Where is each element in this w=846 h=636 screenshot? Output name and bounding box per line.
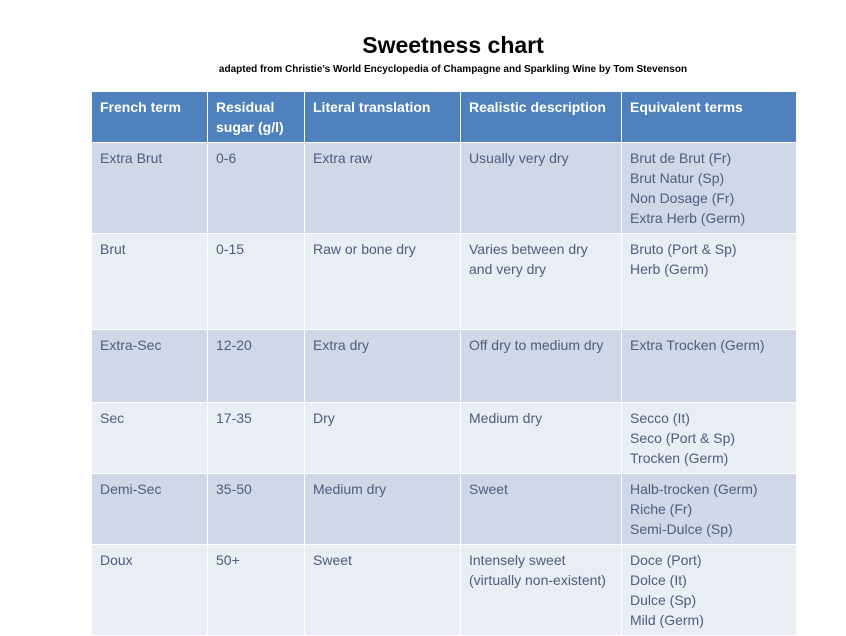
table-cell: Extra dry: [304, 329, 461, 403]
cell-line: Halb-trocken (Germ): [630, 481, 758, 497]
cell-line: Extra Trocken (Germ): [630, 337, 765, 353]
column-header: Literal translation: [304, 91, 461, 143]
table-cell: Usually very dry: [460, 142, 622, 234]
table-cell: Medium dry: [460, 402, 622, 474]
table-row: Demi-Sec 35-50 Medium dry Sweet Halb-trocken…: [91, 473, 797, 545]
table-cell: Sweet: [460, 473, 622, 545]
cell-line: Semi-Dulce (Sp): [630, 521, 733, 537]
table-cell: Extra raw: [304, 142, 461, 234]
column-header: French term: [91, 91, 208, 143]
sweetness-table: French term Residual sugar (g/l) Literal t…: [91, 91, 797, 636]
cell-line: Mild (Germ): [630, 612, 704, 628]
cell-line: Herb (Germ): [630, 261, 709, 277]
cell-line: Non Dosage (Fr): [630, 190, 735, 206]
table-row: Sec 17-35 Dry Medium dry Secco (It) Seco (Por…: [91, 402, 797, 474]
table-cell: Doux: [91, 544, 208, 636]
table-cell: Extra Trocken (Germ): [621, 329, 797, 403]
table-cell: Intensely sweet (virtually non-existent): [460, 544, 622, 636]
subtitle: adapted from Christie’s World Encycloped…: [218, 64, 688, 75]
table-cell: 17-35: [207, 402, 305, 474]
table-cell: Halb-trocken (Germ) Riche (Fr) Semi-Dulce …: [621, 473, 797, 545]
title: Sweetness chart: [362, 32, 544, 58]
header-row: French term Residual sugar (g/l) Literal t…: [91, 91, 797, 143]
table-row: Brut 0-15 Raw or bone dry Varies between dr…: [91, 233, 797, 330]
table-row: Doux 50+ Sweet Intensely sweet (virtually n…: [91, 544, 797, 636]
cell-line: Extra Herb (Germ): [630, 210, 746, 226]
table-cell: 0-15: [207, 233, 305, 330]
cell-line: Brut de Brut (Fr): [630, 150, 732, 166]
column-header: Equivalent terms: [621, 91, 797, 143]
table-cell: Extra Brut: [91, 142, 208, 234]
column-header: Residual sugar (g/l): [207, 91, 305, 143]
table-cell: 12-20: [207, 329, 305, 403]
cell-line: Brut Natur (Sp): [630, 170, 725, 186]
table-cell: Demi-Sec: [91, 473, 208, 545]
table-cell: Sweet: [304, 544, 461, 636]
table-cell: Varies between dry and very dry: [460, 233, 622, 330]
table-cell: Brut: [91, 233, 208, 330]
table-cell: Brut de Brut (Fr) Brut Natur (Sp) Non Dosa…: [621, 142, 797, 234]
table-cell: Extra-Sec: [91, 329, 208, 403]
table-cell: 35-50: [207, 473, 305, 545]
cell-line: Trocken (Germ): [630, 450, 729, 466]
cell-line: Bruto (Port & Sp): [630, 241, 737, 257]
table-row: Extra Brut 0-6 Extra raw Usually very dry Br…: [91, 142, 797, 234]
table-cell: Doce (Port) Dolce (It) Dulce (Sp) Mild (Ger…: [621, 544, 797, 636]
table-row: Extra-Sec 12-20 Extra dry Off dry to medium…: [91, 329, 797, 403]
cell-line: Dulce (Sp): [630, 592, 697, 608]
cell-line: Secco (It): [630, 410, 690, 426]
table-cell: 50+: [207, 544, 305, 636]
cell-line: Riche (Fr): [630, 501, 693, 517]
table-cell: Dry: [304, 402, 461, 474]
table-cell: Bruto (Port & Sp) Herb (Germ): [621, 233, 797, 330]
table-cell: 0-6: [207, 142, 305, 234]
column-header: Realistic description: [460, 91, 622, 143]
table-cell: Off dry to medium dry: [460, 329, 622, 403]
cell-line: Seco (Port & Sp): [630, 430, 736, 446]
cell-line: Doce (Port): [630, 552, 702, 568]
table-cell: Secco (It) Seco (Port & Sp) Trocken (Germ): [621, 402, 797, 474]
table-cell: Medium dry: [304, 473, 461, 545]
table-cell: Raw or bone dry: [304, 233, 461, 330]
cell-line: Dolce (It): [630, 572, 687, 588]
table-cell: Sec: [91, 402, 208, 474]
